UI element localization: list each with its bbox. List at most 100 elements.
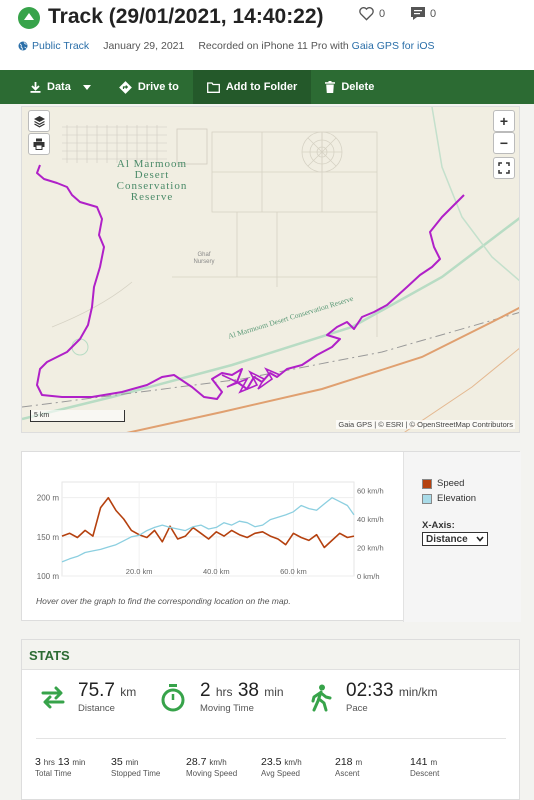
distance-value: 75.7 — [78, 680, 115, 701]
moving-time-label: Moving Time — [200, 703, 254, 714]
legend-speed-label: Speed — [437, 478, 465, 489]
track-date: January 29, 2021 — [103, 40, 185, 52]
track-type-icon — [18, 7, 40, 29]
stats-title: STATS — [29, 648, 70, 663]
page-title: Track (29/01/2021, 14:40:22) — [48, 5, 324, 28]
x-tick-label: 40.0 km — [203, 567, 230, 576]
ascent-value: 218 — [335, 756, 353, 768]
ascent-unit: m — [355, 758, 363, 767]
reserve-label: Al Marmoom Desert Conservation Reserve — [116, 158, 188, 203]
map-scale-bar: 5 km — [30, 410, 125, 422]
fullscreen-button[interactable] — [493, 157, 515, 179]
y-left-tick-label: 100 m — [37, 572, 60, 581]
print-button[interactable] — [28, 133, 50, 155]
comment-button[interactable]: 0 — [410, 6, 436, 21]
data-dropdown-button[interactable]: Data — [0, 70, 105, 104]
moving-time-minutes: 38 — [237, 680, 259, 701]
y-left-tick-label: 200 m — [37, 494, 60, 503]
chevron-down-icon — [476, 536, 484, 542]
like-button[interactable]: 0 — [358, 6, 385, 21]
add-to-folder-button[interactable]: Add to Folder — [192, 70, 312, 104]
legend-elevation: Elevation — [422, 493, 476, 504]
trash-icon — [325, 81, 336, 93]
stopped-time-label: Stopped Time — [111, 769, 161, 778]
pace-label: Pace — [346, 703, 368, 714]
add-to-folder-label: Add to Folder — [225, 81, 298, 93]
comment-icon — [411, 7, 425, 20]
total-time-minutes: 13 — [57, 756, 70, 768]
fullscreen-icon — [498, 162, 510, 174]
elevation-speed-chart-card: 100 m 150 m 200 m 0 km/h 20 km/h 40 km/h 60 km… — [21, 451, 521, 622]
series-line-speed — [61, 496, 355, 549]
stats-divider — [36, 738, 506, 739]
layers-button[interactable] — [28, 110, 50, 132]
legend-elevation-label: Elevation — [437, 493, 477, 504]
delete-label: Delete — [341, 81, 375, 93]
x-axis-label: X-Axis: — [422, 520, 455, 531]
elevation-swatch — [422, 493, 432, 504]
y-right-tick-label: 0 km/h — [357, 572, 380, 581]
ascent-label: Ascent — [335, 769, 360, 778]
caret-down-icon — [82, 84, 91, 90]
map-attribution: Gaia GPS | © ESRI | © OpenStreetMap Cont… — [336, 420, 515, 429]
moving-time-minutes-unit: min — [264, 685, 284, 699]
y-left-tick-label: 150 m — [37, 533, 60, 542]
globe-icon — [18, 41, 28, 51]
recorded-app-link[interactable]: Gaia GPS for iOS — [351, 40, 435, 52]
distance-label: Distance — [78, 703, 115, 714]
stopped-time-stat: 35 min Stopped Time — [111, 756, 160, 778]
download-icon — [30, 81, 41, 93]
zoom-out-button[interactable]: − — [493, 132, 515, 154]
nursery-label: Ghaf Nursery — [193, 252, 215, 265]
distance-icon — [41, 686, 65, 709]
delete-button[interactable]: Delete — [311, 70, 388, 104]
track-map[interactable]: Al Marmoom Desert Conservation Reserve Ghaf… — [21, 106, 520, 433]
track-toolbar: Data Drive to Add to Folder Delete — [0, 70, 534, 104]
total-time-minutes-unit: min — [72, 758, 86, 767]
drive-to-button[interactable]: Drive to — [105, 70, 193, 104]
recorded-text: Recorded on iPhone 11 Pro with — [198, 40, 349, 52]
descent-stat: 141 m Descent — [410, 756, 439, 778]
y-right-tick-label: 20 km/h — [357, 544, 384, 553]
layers-icon — [33, 115, 45, 127]
x-tick-label: 20.0 km — [126, 567, 153, 576]
legend-speed: Speed — [422, 478, 464, 489]
walking-person-icon — [311, 684, 332, 712]
visibility-label: Public Track — [32, 40, 90, 52]
distance-unit: km — [120, 685, 137, 699]
total-time-stat: 3 hrs 13 min Total Time — [35, 756, 85, 778]
folder-icon — [206, 81, 220, 93]
x-axis-selected-value: Distance — [426, 533, 468, 545]
stats-header: STATS — [22, 640, 519, 670]
descent-value: 141 — [410, 756, 428, 768]
pace-unit: min/km — [398, 685, 438, 699]
track-header: Track (29/01/2021, 14:40:22) 0 0 Public … — [0, 0, 534, 70]
series-line-elevation — [61, 497, 355, 563]
descent-label: Descent — [410, 769, 440, 778]
stopwatch-icon — [161, 684, 185, 712]
speed-swatch — [422, 478, 432, 489]
drive-to-label: Drive to — [137, 81, 179, 93]
directions-icon — [118, 80, 132, 94]
avg-speed-label: Avg Speed — [261, 769, 300, 778]
zoom-in-button[interactable]: + — [493, 110, 515, 132]
avg-speed-unit: km/h — [284, 758, 302, 767]
track-meta: Public Track January 29, 2021 Recorded o… — [18, 40, 435, 52]
print-icon — [33, 138, 45, 150]
elevation-speed-chart[interactable]: 100 m 150 m 200 m 0 km/h 20 km/h 40 km/h 60 km… — [22, 452, 403, 592]
avg-speed-value: 23.5 — [261, 756, 282, 768]
avg-speed-stat: 23.5 km/h Avg Speed — [261, 756, 302, 778]
total-time-hours: 3 — [35, 756, 41, 768]
heart-icon — [359, 7, 374, 21]
map-canvas — [22, 107, 519, 432]
y-right-tick-label: 60 km/h — [357, 487, 384, 496]
x-axis-select[interactable]: Distance — [422, 532, 488, 546]
moving-speed-stat: 28.7 km/h Moving Speed — [186, 756, 237, 778]
moving-speed-unit: km/h — [209, 758, 227, 767]
total-time-hours-unit: hrs — [43, 758, 55, 767]
moving-time-hours: 2 — [200, 680, 211, 701]
visibility-link[interactable]: Public Track — [18, 40, 89, 52]
moving-speed-label: Moving Speed — [186, 769, 238, 778]
data-button-label: Data — [47, 81, 71, 93]
moving-time-hours-unit: hrs — [215, 685, 233, 699]
